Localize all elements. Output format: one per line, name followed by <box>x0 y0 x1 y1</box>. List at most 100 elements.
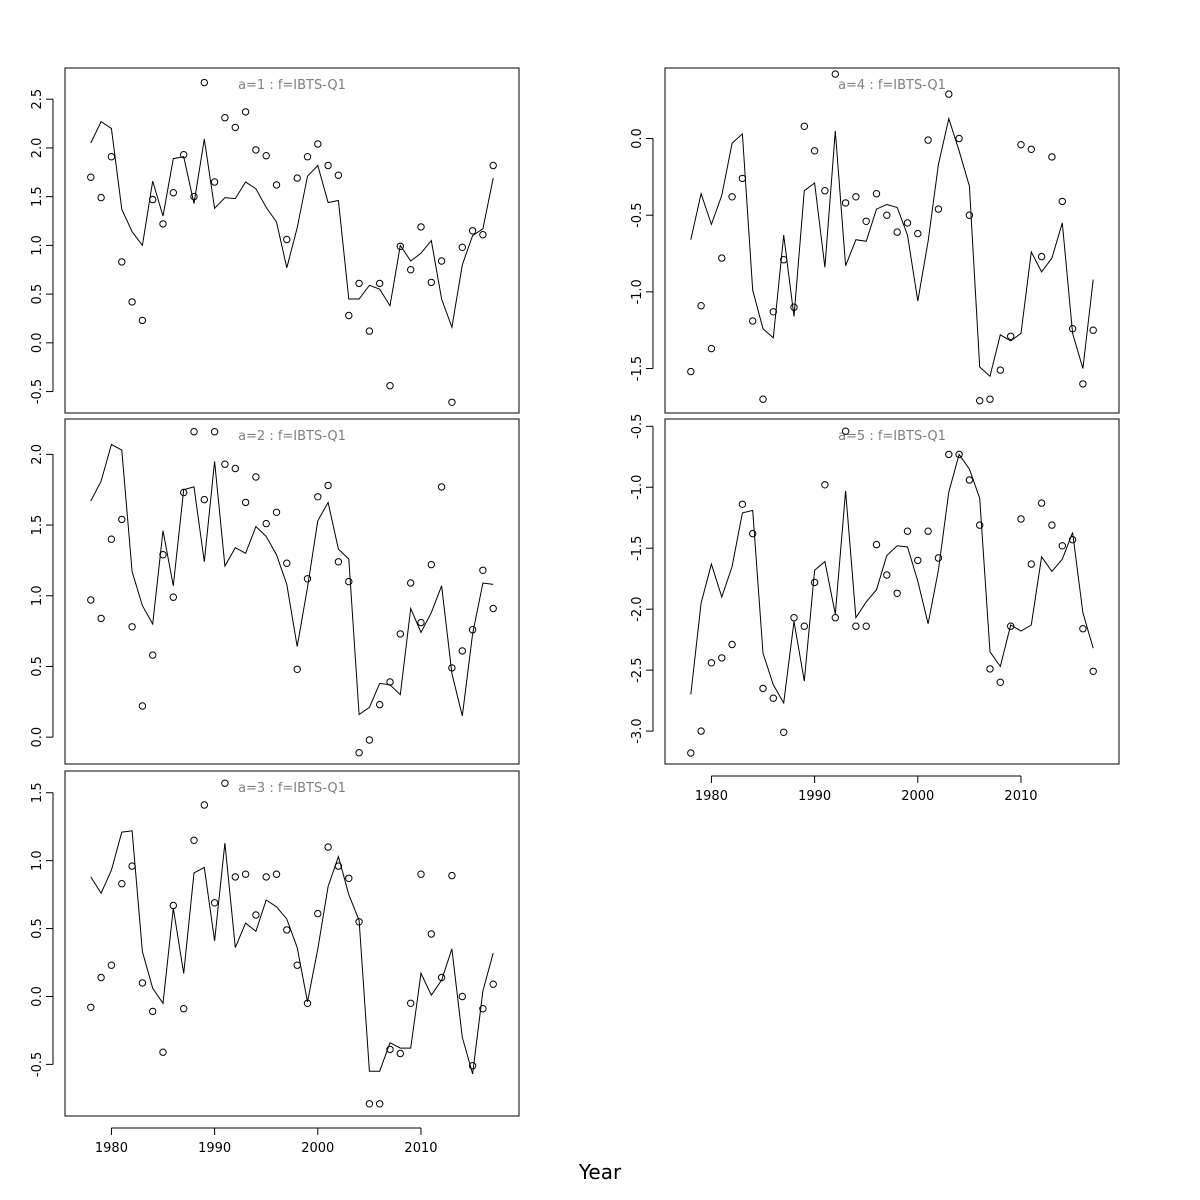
observation-point <box>986 665 994 673</box>
observation-point <box>376 1100 384 1108</box>
observation-point <box>386 1045 394 1054</box>
y-tick-label: 0.5 <box>30 918 45 939</box>
observation-point <box>468 1062 477 1070</box>
observation-point <box>759 395 767 403</box>
observation-point <box>769 694 777 702</box>
observation-point <box>458 647 466 655</box>
observation-point <box>355 918 363 926</box>
observation-point <box>314 493 322 501</box>
y-tick-label: 2.5 <box>30 89 45 110</box>
observation-point <box>448 871 456 880</box>
observation-point <box>169 901 178 910</box>
observation-point <box>345 311 353 320</box>
observation-point <box>821 187 829 195</box>
observation-point <box>149 651 157 659</box>
observation-point <box>427 278 435 287</box>
observation-point <box>262 519 270 528</box>
observation-point <box>914 229 922 238</box>
observation-point <box>159 1048 167 1056</box>
y-tick-label: 2.0 <box>30 444 45 465</box>
observation-point <box>149 195 157 204</box>
observation-point <box>107 535 116 543</box>
observation-point <box>334 558 343 566</box>
panel-3: a=3 : f=IBTS-Q1 -0.5 0.0 0.5 1.0 1.5 1980 1990 2… <box>30 770 520 1156</box>
observation-point <box>479 231 487 239</box>
y-tick-label: 0.0 <box>630 128 645 149</box>
observation-point <box>138 702 147 710</box>
observation-point <box>718 654 726 662</box>
observation-point <box>437 973 446 982</box>
observation-point <box>1089 667 1097 675</box>
observation-point <box>334 862 343 870</box>
observation-point <box>976 521 984 529</box>
observation-point <box>749 529 757 538</box>
observation-point <box>448 664 456 672</box>
observation-point <box>128 862 136 870</box>
observation-point <box>707 659 716 667</box>
x-tick-label: 1980 <box>95 1141 128 1156</box>
observation-point <box>231 464 240 473</box>
observation-point <box>417 618 425 627</box>
panel-title: a=5 : f=IBTS-Q1 <box>838 429 946 444</box>
observation-point <box>283 235 291 244</box>
observation-point <box>924 527 932 535</box>
observation-point <box>314 140 322 148</box>
x-tick-label: 2000 <box>901 789 934 804</box>
observation-point <box>1089 326 1097 334</box>
observation-point <box>738 174 747 183</box>
observation-point <box>138 979 147 987</box>
observation-point <box>376 700 384 709</box>
x-tick-label: 2000 <box>301 1141 334 1156</box>
observation-point <box>718 254 726 262</box>
y-tick-label: -1.0 <box>630 475 645 500</box>
x-tick-label: 1990 <box>798 789 831 804</box>
observation-point <box>252 146 260 154</box>
observation-point <box>427 560 435 569</box>
y-tick-label: 1.5 <box>30 186 45 207</box>
observation-point <box>396 630 404 638</box>
observation-point <box>448 398 456 406</box>
y-tick-label: 1.0 <box>30 585 45 606</box>
panel-title: a=3 : f=IBTS-Q1 <box>238 781 346 796</box>
observation-point <box>252 473 260 481</box>
observation-point <box>262 873 270 881</box>
observation-point <box>1007 332 1015 340</box>
observation-point <box>97 193 105 202</box>
observation-point <box>169 593 178 601</box>
observation-point <box>831 614 839 622</box>
observation-point <box>1058 197 1067 206</box>
observation-point <box>458 243 466 252</box>
y-tick-label: 1.0 <box>30 235 45 256</box>
observation-point <box>283 559 291 567</box>
observation-point <box>365 1100 374 1108</box>
observation-point <box>272 181 281 189</box>
observation-point <box>1048 521 1056 529</box>
observation-point <box>479 566 487 574</box>
observation-point <box>386 678 394 686</box>
observation-point <box>293 174 301 182</box>
observation-point <box>1079 625 1087 633</box>
observation-point <box>97 973 105 982</box>
observation-point <box>986 395 994 403</box>
observation-point <box>190 836 198 844</box>
observation-point <box>396 242 404 251</box>
panel-5: a=5 : f=IBTS-Q1 -3.0 -2.5 -2.0 -1.5 -1.0 -0.5 1… <box>630 414 1120 804</box>
observation-point <box>945 450 953 459</box>
fitted-line <box>90 830 494 1075</box>
y-tick-label: -0.5 <box>30 1052 45 1077</box>
panel-2: a=2 : f=IBTS-Q1 0.0 0.5 1.0 1.5 2.0 <box>30 418 520 765</box>
observation-point <box>190 428 198 436</box>
observation-point <box>965 211 974 219</box>
plot-frame <box>64 418 520 765</box>
observation-point <box>769 308 777 316</box>
observation-point <box>221 114 229 122</box>
observation-point <box>955 450 963 459</box>
observation-point <box>324 161 332 170</box>
observation-point <box>489 980 497 988</box>
observation-point <box>190 192 198 201</box>
observation-point <box>355 749 363 757</box>
observation-point <box>407 266 415 274</box>
observation-point <box>707 344 716 353</box>
fitted-line <box>690 453 1094 705</box>
observation-point <box>1017 515 1025 523</box>
